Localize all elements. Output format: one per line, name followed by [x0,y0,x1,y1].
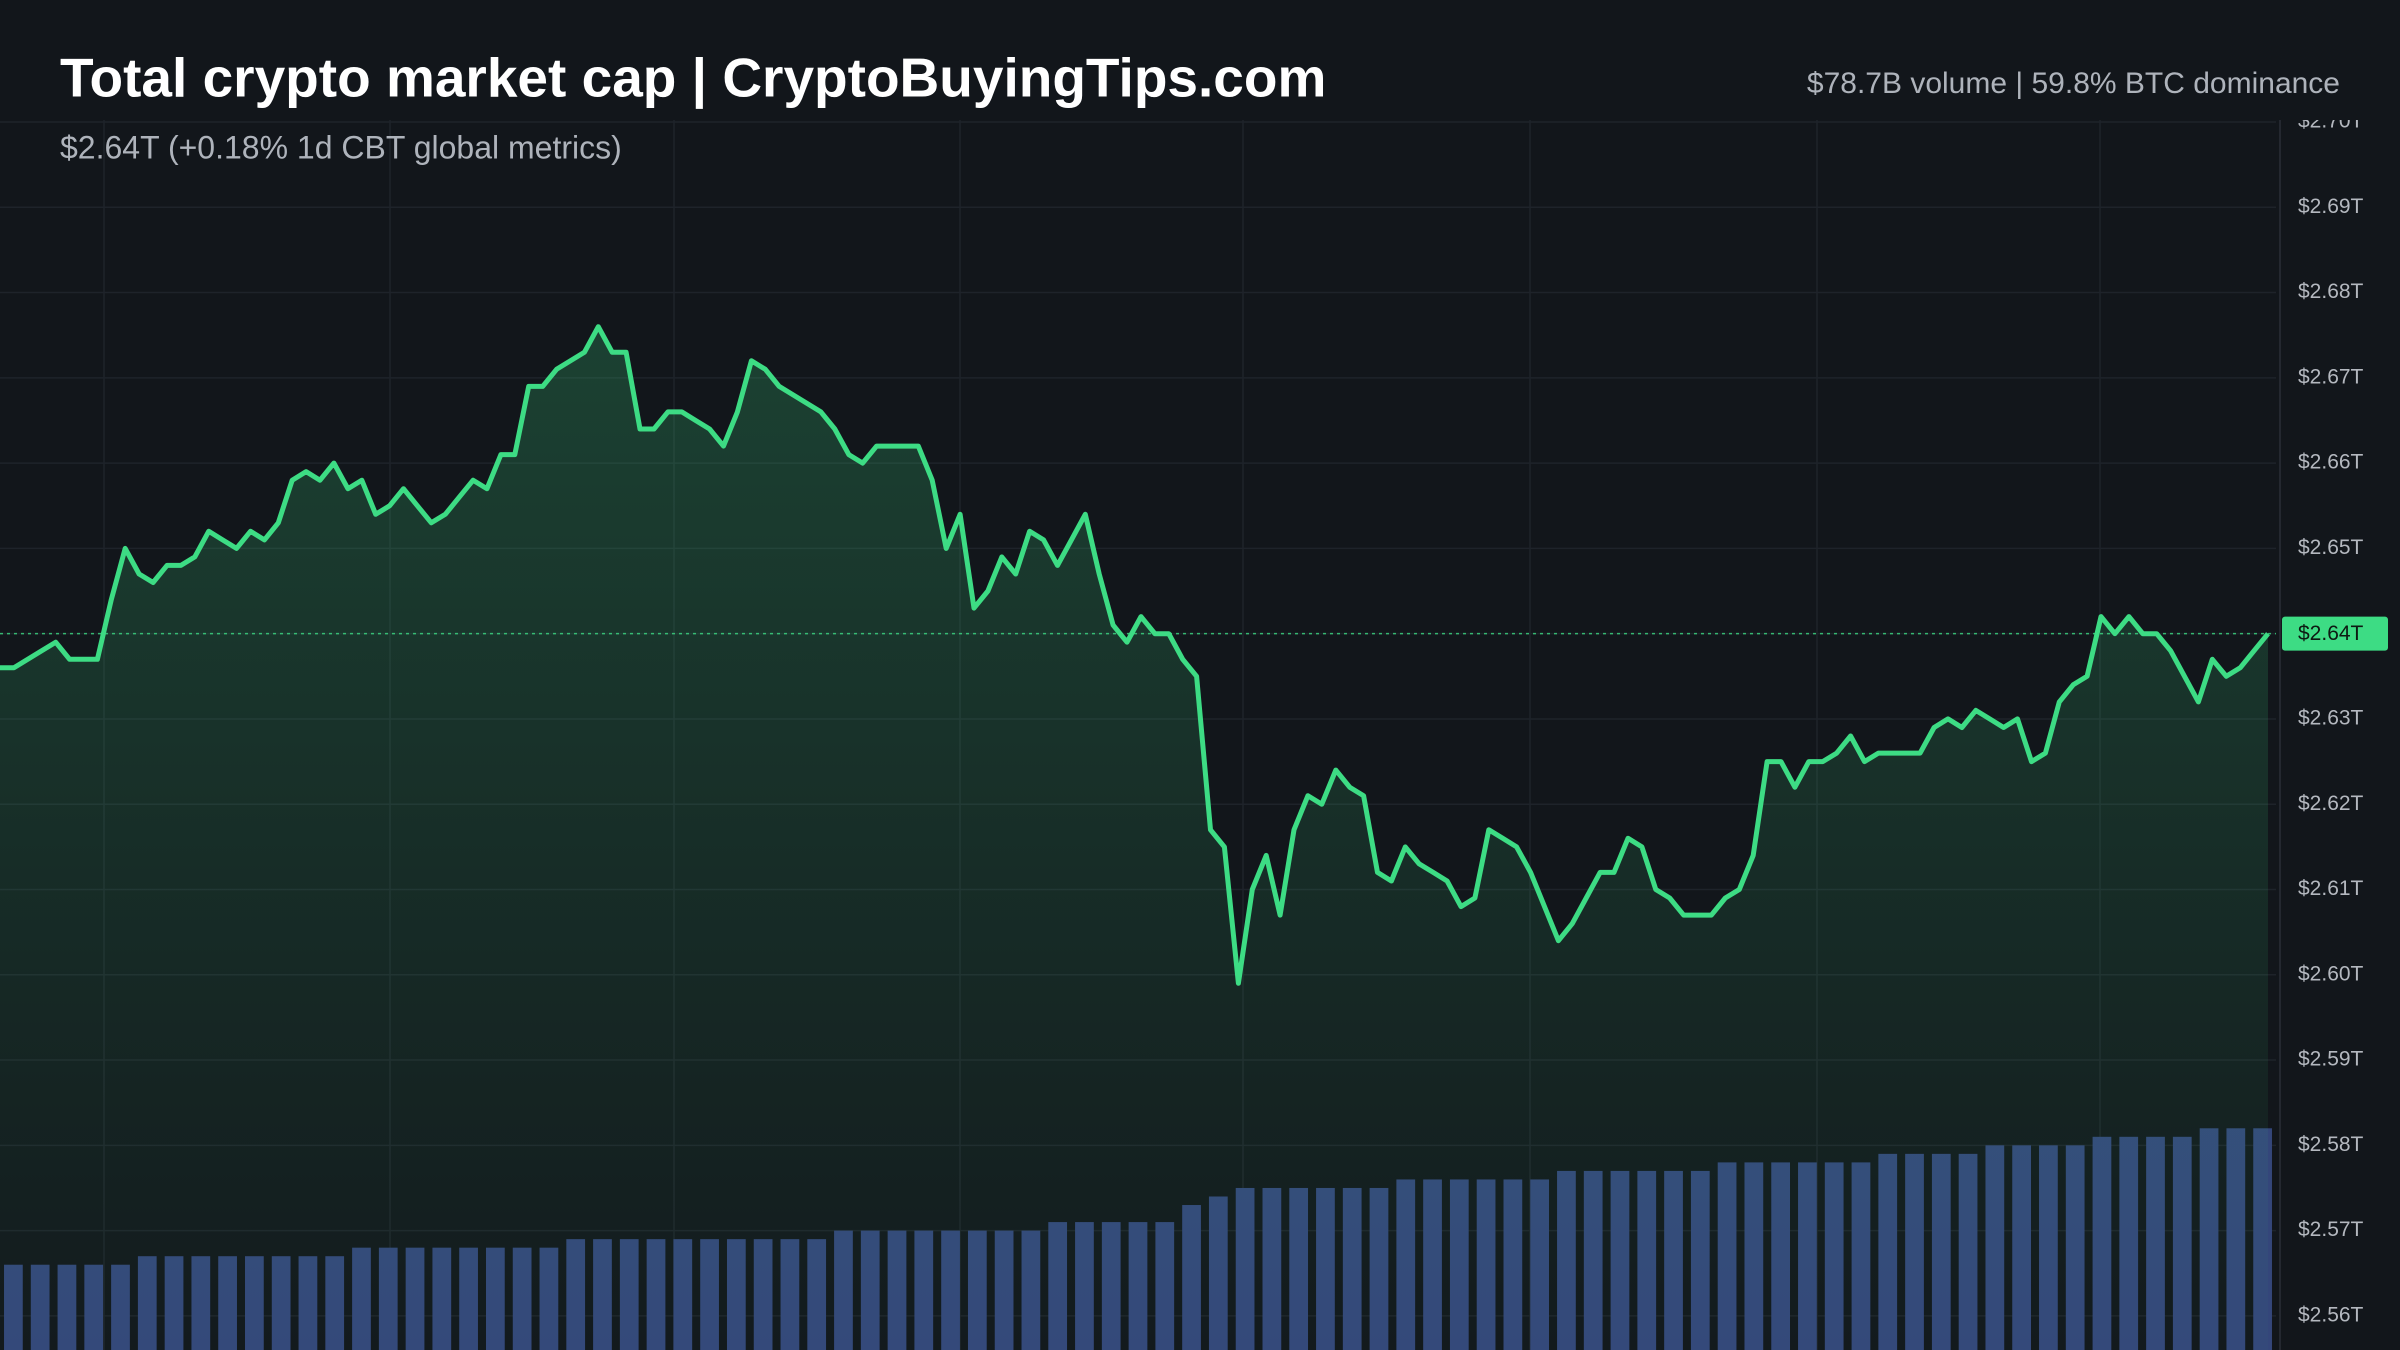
y-tick-label: $2.57T [2298,1218,2364,1241]
current-price-label: $2.64T [2298,622,2364,645]
y-tick-label: $2.59T [2298,1048,2364,1071]
plot-area [0,121,2276,1350]
chart-title: Total crypto market cap | CryptoBuyingTi… [60,47,1326,110]
y-axis: $2.56T $2.57T $2.58T $2.59T $2.60T $2.61T $2.6… [2279,110,2364,1350]
current-price-badge [2282,616,2388,651]
y-tick-label: $2.70T [2298,110,2364,133]
y-tick-label: $2.58T [2298,1133,2364,1156]
y-tick-label: $2.62T [2298,792,2364,815]
y-tick-label: $2.61T [2298,877,2364,900]
y-tick-label: $2.69T [2298,195,2364,218]
price-line [0,324,2270,986]
y-tick-label: $2.60T [2298,962,2364,985]
y-tick-label: $2.67T [2298,365,2364,388]
area-fill [0,326,2268,1350]
y-tick-label: $2.65T [2298,536,2364,559]
chart-subtitle: $2.64T (+0.18% 1d CBT global metrics) [60,129,622,165]
header-stats: $78.7B volume | 59.8% BTC dominance [1807,67,2340,100]
y-tick-label: $2.68T [2298,280,2364,303]
y-tick-label: $2.63T [2298,706,2364,729]
y-tick-label: $2.66T [2298,451,2364,474]
y-tick-label: $2.56T [2298,1303,2364,1326]
